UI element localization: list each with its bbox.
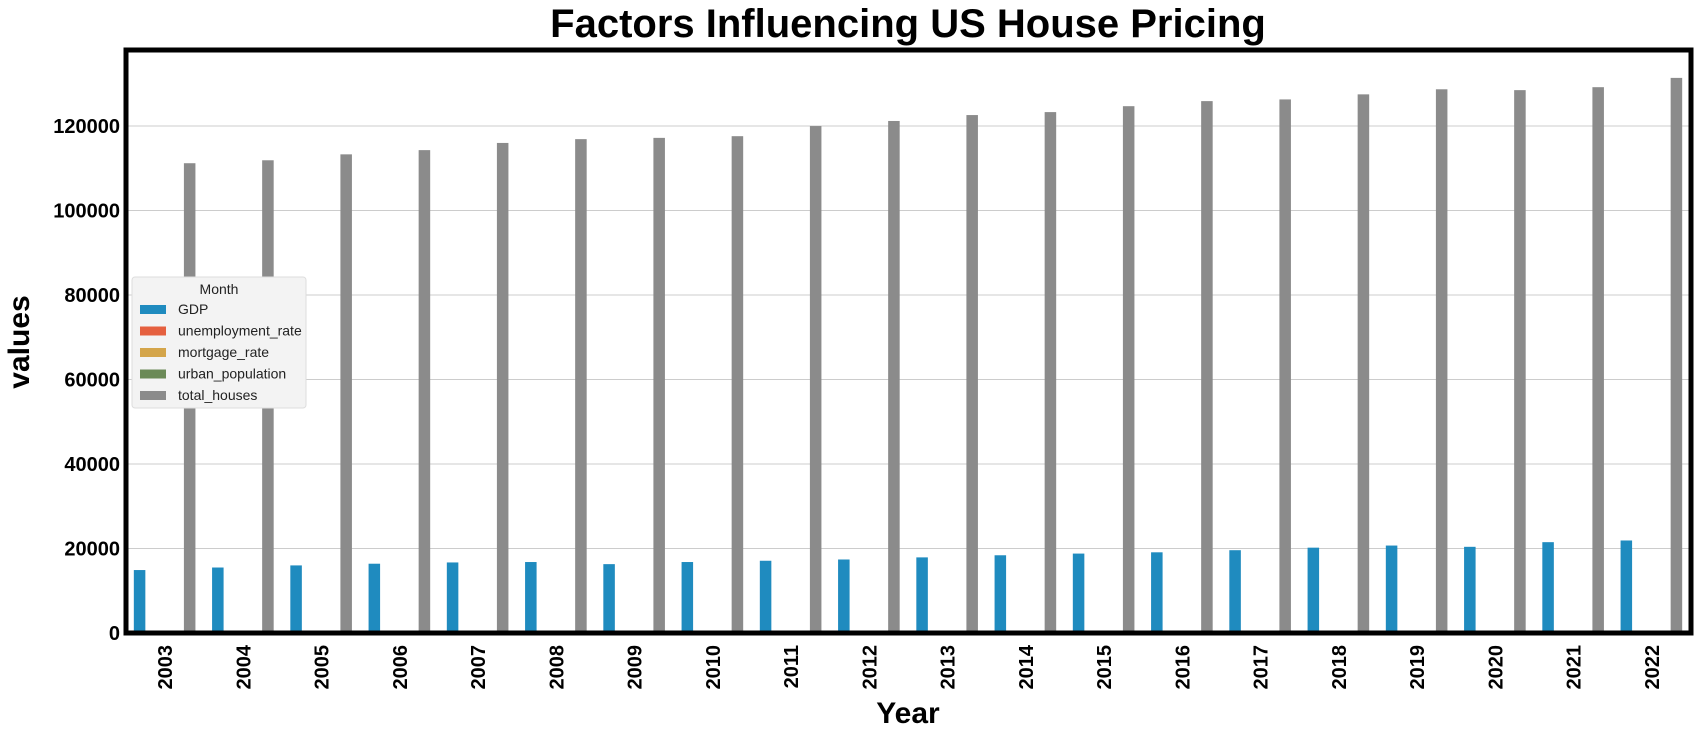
bar-total_houses-2021 [1592, 87, 1604, 633]
bar-total_houses-2017 [1279, 99, 1291, 633]
bar-total_houses-2022 [1670, 77, 1683, 633]
bar-GDP-2019 [1385, 545, 1398, 633]
bar-total_houses-2016 [1201, 101, 1213, 634]
bar-GDP-2007 [446, 562, 459, 633]
x-tick-label: 2012 [859, 645, 881, 690]
bar-total_houses-2018 [1357, 94, 1370, 633]
x-tick-label: 2016 [1172, 645, 1194, 690]
x-tick-label: 2009 [625, 645, 647, 690]
x-tick-label: 2006 [390, 645, 412, 690]
x-axis-label: Year [876, 697, 940, 730]
x-tick-label: 2022 [1642, 645, 1664, 690]
bar-total_houses-2010 [731, 136, 744, 633]
x-tick-label: 2011 [781, 645, 803, 688]
bar-GDP-2003 [133, 570, 146, 633]
bar-total_houses-2008 [575, 139, 587, 633]
bar-total_houses-2012 [888, 120, 900, 633]
y-tick-label: 20000 [64, 539, 120, 561]
bar-GDP-2009 [603, 564, 615, 633]
legend-swatch [140, 369, 166, 379]
bar-total_houses-2009 [653, 137, 665, 633]
x-tick-label: 2019 [1407, 645, 1429, 690]
bar-GDP-2004 [212, 567, 224, 633]
bar-GDP-2016 [1151, 552, 1163, 633]
x-tick-label: 2005 [312, 645, 334, 690]
bar-GDP-2006 [368, 563, 381, 633]
bars [133, 77, 1683, 634]
x-tick-label: 2013 [938, 645, 960, 690]
bar-GDP-2013 [916, 557, 928, 633]
legend-swatch [140, 348, 166, 357]
x-tick-label: 2014 [1016, 644, 1038, 689]
bar-GDP-2017 [1229, 550, 1241, 633]
x-tick-label: 2007 [468, 645, 490, 690]
bar-total_houses-2019 [1435, 89, 1448, 634]
bar-total_houses-2005 [340, 154, 352, 633]
legend-swatch [140, 326, 166, 336]
x-tick-label: 2018 [1329, 645, 1351, 690]
legend-title: Month [200, 281, 239, 297]
legend-entry: mortgage_rate [178, 344, 269, 360]
y-tick-label: 100000 [53, 201, 120, 223]
bar-GDP-2018 [1307, 547, 1320, 633]
legend-swatch [140, 305, 166, 314]
x-tick-labels: 2003 2004 2005 2006 2007 2008 2009 2010 2011 2012… [155, 644, 1664, 689]
chart-title: Factors Influencing US House Pricing [550, 2, 1266, 46]
y-tick-labels: 0 20000 40000 60000 80000 100000 120000 [53, 116, 120, 645]
legend-entry: unemployment_rate [178, 323, 302, 339]
bar-total_houses-2013 [966, 115, 978, 633]
bar-total_houses-2015 [1122, 106, 1135, 633]
bar-GDP-2011 [759, 560, 772, 633]
bar-total_houses-2011 [809, 126, 822, 633]
y-tick-label: 120000 [53, 116, 120, 138]
x-tick-label: 2003 [155, 645, 177, 690]
y-tick-label: 60000 [64, 370, 120, 392]
gridlines [126, 125, 1691, 634]
bar-total_houses-2014 [1044, 112, 1057, 633]
x-tick-label: 2021 [1564, 645, 1586, 690]
legend-entry: total_houses [178, 387, 257, 403]
legend-box [131, 276, 307, 409]
bar-GDP-2008 [525, 562, 537, 633]
y-tick-label: 40000 [64, 454, 120, 476]
x-tick-label: 2017 [1251, 645, 1273, 690]
legend: Month GDP unemployment_rate mortgage_rateu… [131, 276, 307, 409]
x-tick-label: 2020 [1485, 645, 1507, 690]
bar-GDP-2020 [1464, 546, 1476, 633]
legend-entry: GDP [178, 301, 208, 317]
x-tick-label: 2010 [703, 645, 725, 690]
bar-GDP-2015 [1072, 553, 1085, 633]
bar-total_houses-2007 [496, 142, 509, 634]
x-tick-label: 2015 [1094, 645, 1116, 690]
x-tick-label: 2008 [546, 645, 568, 690]
y-axis-label: values [3, 295, 36, 388]
bar-GDP-2021 [1542, 542, 1554, 633]
y-tick-label: 0 [109, 623, 120, 645]
bar-GDP-2014 [994, 555, 1007, 633]
y-tick-label: 80000 [64, 285, 120, 307]
bar-total_houses-2006 [418, 150, 431, 634]
bar-total_houses-2020 [1514, 90, 1526, 634]
legend-swatch [140, 391, 166, 400]
plot-frame [123, 47, 1694, 636]
bar-GDP-2012 [838, 559, 850, 633]
bar-GDP-2010 [681, 562, 694, 633]
bar-GDP-2022 [1620, 540, 1633, 633]
x-tick-label: 2004 [233, 644, 255, 689]
bar-GDP-2005 [290, 565, 302, 633]
legend-entry: urban_population [178, 366, 286, 382]
